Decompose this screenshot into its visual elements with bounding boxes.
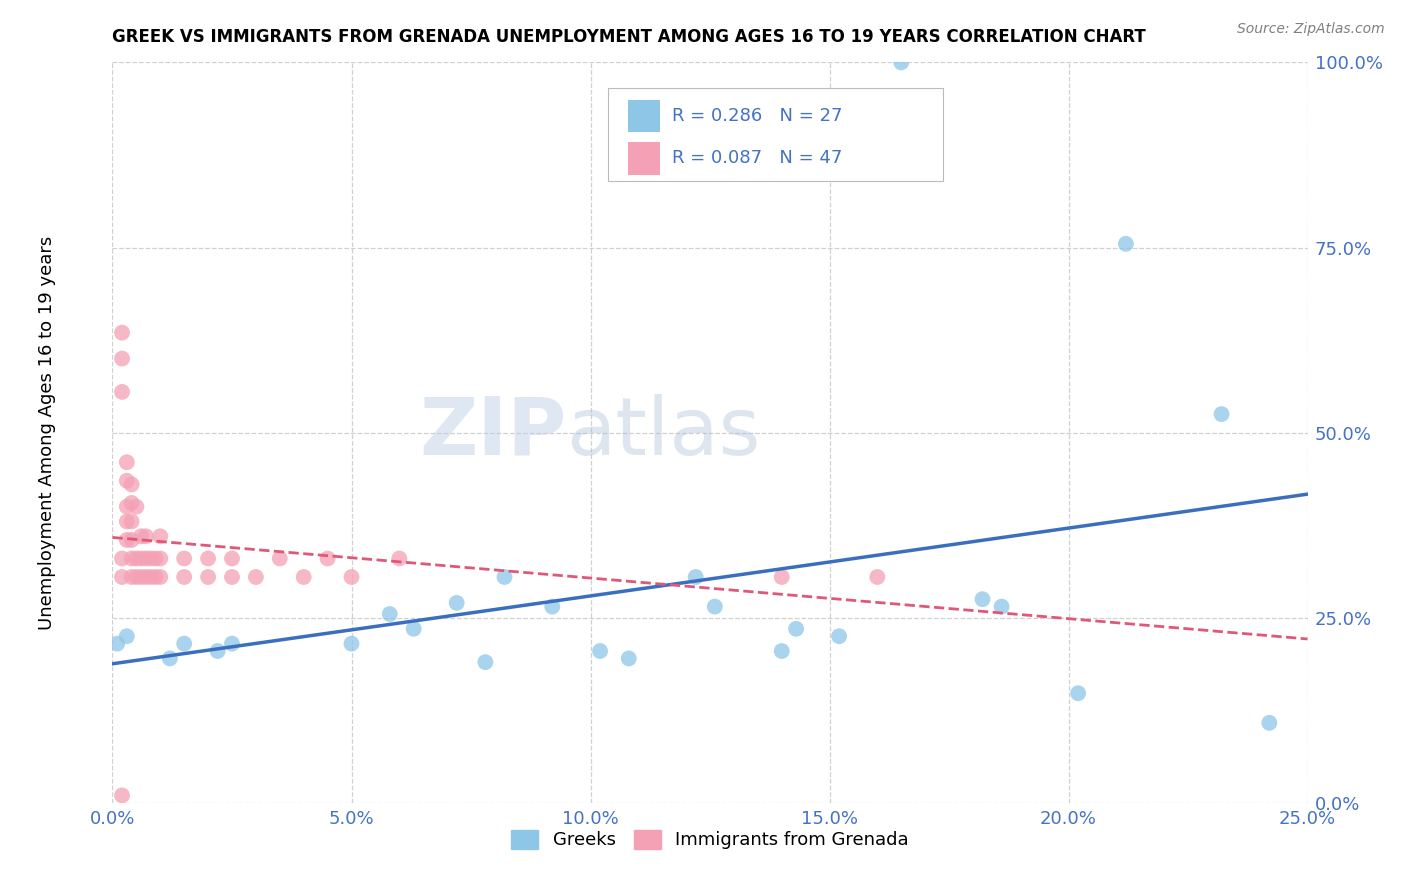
Point xyxy=(111,570,134,584)
Point xyxy=(121,551,143,566)
Point xyxy=(269,551,291,566)
Point xyxy=(1211,407,1233,421)
Point xyxy=(785,622,807,636)
Point xyxy=(115,533,138,547)
Point xyxy=(129,529,152,543)
Point xyxy=(111,326,134,340)
Point xyxy=(589,644,612,658)
Point xyxy=(494,570,516,584)
Point xyxy=(111,351,134,366)
Point xyxy=(115,500,138,514)
Point xyxy=(703,599,725,614)
FancyBboxPatch shape xyxy=(609,88,943,181)
Legend: Greeks, Immigrants from Grenada: Greeks, Immigrants from Grenada xyxy=(503,823,917,856)
Point xyxy=(685,570,707,584)
Point xyxy=(129,551,152,566)
Point xyxy=(115,455,138,469)
Point xyxy=(111,551,134,566)
Point xyxy=(474,655,496,669)
Point xyxy=(121,496,143,510)
Point xyxy=(159,651,181,665)
Point xyxy=(111,384,134,399)
Point xyxy=(135,570,157,584)
Point xyxy=(135,551,157,566)
Text: atlas: atlas xyxy=(567,393,761,472)
Point xyxy=(105,637,128,651)
Point xyxy=(1067,686,1090,700)
Point xyxy=(828,629,851,643)
Point xyxy=(617,651,640,665)
Point xyxy=(972,592,994,607)
Point xyxy=(541,599,564,614)
Point xyxy=(316,551,339,566)
Point xyxy=(129,570,152,584)
FancyBboxPatch shape xyxy=(627,142,659,175)
Point xyxy=(1258,715,1281,730)
Text: Source: ZipAtlas.com: Source: ZipAtlas.com xyxy=(1237,22,1385,37)
Point xyxy=(125,500,148,514)
Point xyxy=(340,637,363,651)
Point xyxy=(866,570,889,584)
Point xyxy=(378,607,401,621)
Point xyxy=(890,55,912,70)
Point xyxy=(197,570,219,584)
Point xyxy=(173,570,195,584)
Text: Unemployment Among Ages 16 to 19 years: Unemployment Among Ages 16 to 19 years xyxy=(38,235,56,630)
Point xyxy=(1115,236,1137,251)
Point xyxy=(115,515,138,529)
Point xyxy=(111,789,134,803)
Point xyxy=(115,474,138,488)
Point xyxy=(402,622,425,636)
Point xyxy=(173,637,195,651)
Point xyxy=(149,551,172,566)
Text: R = 0.087   N = 47: R = 0.087 N = 47 xyxy=(672,150,842,168)
Point xyxy=(990,599,1012,614)
Point xyxy=(245,570,267,584)
Point xyxy=(207,644,229,658)
Point xyxy=(149,570,172,584)
Point xyxy=(145,570,167,584)
Point xyxy=(221,637,243,651)
Point xyxy=(221,570,243,584)
Point xyxy=(388,551,411,566)
Point xyxy=(173,551,195,566)
Point xyxy=(197,551,219,566)
Point xyxy=(292,570,315,584)
FancyBboxPatch shape xyxy=(627,100,659,132)
Point xyxy=(115,629,138,643)
Point xyxy=(221,551,243,566)
Point xyxy=(139,570,162,584)
Text: ZIP: ZIP xyxy=(419,393,567,472)
Text: R = 0.286   N = 27: R = 0.286 N = 27 xyxy=(672,107,842,125)
Point xyxy=(121,477,143,491)
Point xyxy=(121,533,143,547)
Point xyxy=(125,551,148,566)
Point xyxy=(121,570,143,584)
Point xyxy=(125,570,148,584)
Text: GREEK VS IMMIGRANTS FROM GRENADA UNEMPLOYMENT AMONG AGES 16 TO 19 YEARS CORRELAT: GREEK VS IMMIGRANTS FROM GRENADA UNEMPLO… xyxy=(112,28,1146,45)
Point xyxy=(139,551,162,566)
Point xyxy=(135,529,157,543)
Point xyxy=(770,644,793,658)
Point xyxy=(770,570,793,584)
Point xyxy=(446,596,468,610)
Point xyxy=(145,551,167,566)
Point xyxy=(340,570,363,584)
Point xyxy=(149,529,172,543)
Point xyxy=(121,515,143,529)
